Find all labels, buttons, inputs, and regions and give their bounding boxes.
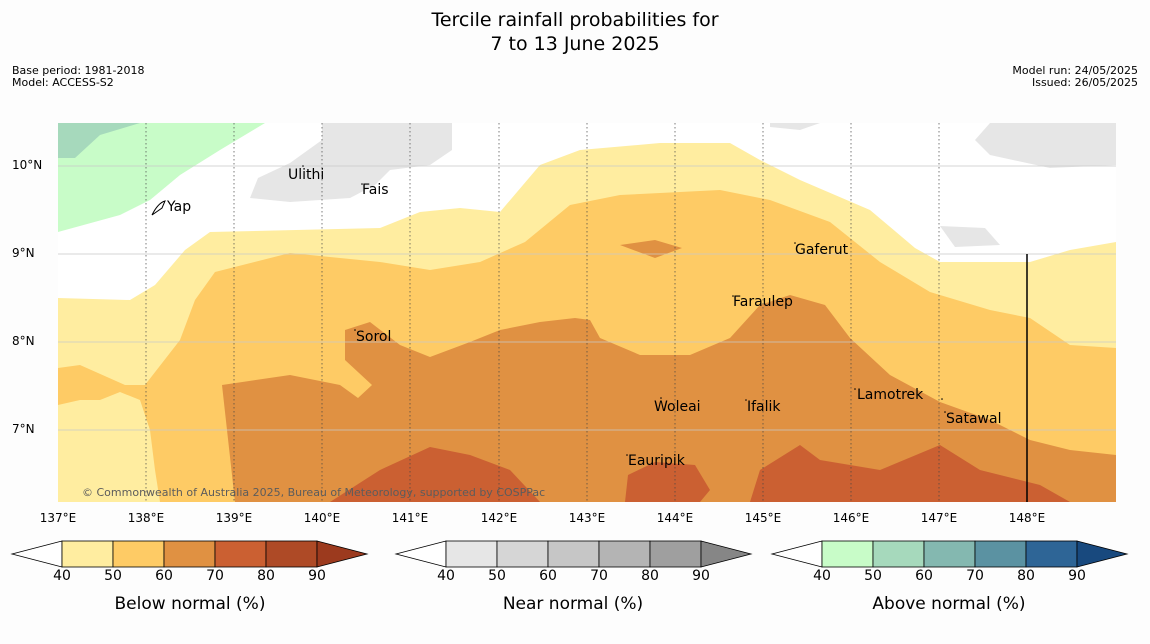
lon-label: 143°E <box>568 511 606 525</box>
near-normal-area <box>975 123 1116 168</box>
chart-title: Tercile rainfall probabilities for 7 to … <box>0 8 1150 56</box>
above-normal-area <box>58 123 265 232</box>
colorbar-tick: 50 <box>864 568 882 584</box>
lon-label: 147°E <box>920 511 958 525</box>
colorbar-tick: 80 <box>1017 568 1035 584</box>
base-period: Base period: 1981-2018 <box>12 64 145 77</box>
lon-label: 145°E <box>744 511 782 525</box>
title-line-1: Tercile rainfall probabilities for <box>431 9 719 31</box>
copyright-notice: © Commonwealth of Australia 2025, Bureau… <box>82 486 546 499</box>
below-normal-60 <box>620 240 682 258</box>
place-label-gaferut: Gaferut <box>795 242 849 258</box>
place-label-faraulep: Faraulep <box>733 294 793 310</box>
place-label-sorol: Sorol <box>356 329 392 345</box>
colorbar-tick: 40 <box>437 568 455 584</box>
place-label-eauripik: Eauripik <box>628 453 685 469</box>
place-label-ulithi: Ulithi <box>288 167 325 183</box>
below-normal-70 <box>625 462 710 502</box>
colorbar-tick: 90 <box>308 568 326 584</box>
colorbar-tick: 50 <box>104 568 122 584</box>
place-label-lamotrek: Lamotrek <box>857 387 924 403</box>
colorbar-title-below: Below normal (%) <box>114 594 266 614</box>
lon-label: 141°E <box>391 511 429 525</box>
colorbar-title-near: Near normal (%) <box>502 594 644 614</box>
lon-label: 137°E <box>39 511 77 525</box>
below-normal-70 <box>750 445 1070 502</box>
place-label-yap: Yap <box>167 199 192 215</box>
colorbar-tick: 80 <box>257 568 275 584</box>
lon-label: 146°E <box>832 511 870 525</box>
colorbar-tick: 70 <box>966 568 984 584</box>
near-normal-area <box>250 123 452 202</box>
colorbar-tick: 90 <box>692 568 710 584</box>
model-run: Model run: 24/05/2025 <box>1012 64 1138 77</box>
issued-date: Issued: 26/05/2025 <box>1031 76 1138 89</box>
lon-label: 142°E <box>480 511 518 525</box>
colorbar-tick: 70 <box>206 568 224 584</box>
lat-label: 7°N <box>12 422 35 436</box>
lat-label: 8°N <box>12 334 35 348</box>
colorbar-tick: 70 <box>590 568 608 584</box>
lon-label: 144°E <box>656 511 694 525</box>
near-normal-area <box>770 123 820 130</box>
lon-label: 138°E <box>127 511 165 525</box>
above-normal-area <box>58 123 140 158</box>
colorbar-tick: 40 <box>53 568 71 584</box>
lon-label: 148°E <box>1008 511 1046 525</box>
place-label-ifalik: Ifalik <box>747 399 781 415</box>
lon-label: 139°E <box>215 511 253 525</box>
place-label-satawal: Satawal <box>946 411 1002 427</box>
map-fill <box>58 123 1116 502</box>
below-normal-70 <box>330 447 540 502</box>
lat-label: 9°N <box>12 246 35 260</box>
colorbar-tick: 80 <box>641 568 659 584</box>
colorbar-title-above: Above normal (%) <box>872 594 1026 614</box>
colorbar-tick: 50 <box>488 568 506 584</box>
colorbar-tick: 90 <box>1068 568 1086 584</box>
colorbar-tick: 60 <box>539 568 557 584</box>
place-label-fais: Fais <box>362 182 389 198</box>
meta-left: Base period: 1981-2018 Model: ACCESS-S2 <box>12 65 144 89</box>
colorbar-tick: 60 <box>155 568 173 584</box>
meta-right: Model run: 24/05/2025 Issued: 26/05/2025 <box>1012 65 1138 89</box>
lat-label: 10°N <box>12 158 43 172</box>
title-line-2: 7 to 13 June 2025 <box>490 33 660 55</box>
colorbar-tick: 40 <box>813 568 831 584</box>
model-name: Model: ACCESS-S2 <box>12 76 114 89</box>
near-normal-area <box>940 226 1000 247</box>
colorbar-tick: 60 <box>915 568 933 584</box>
below-normal-50 <box>58 392 160 502</box>
place-label-woleai: Woleai <box>654 399 701 415</box>
lon-label: 140°E <box>303 511 341 525</box>
